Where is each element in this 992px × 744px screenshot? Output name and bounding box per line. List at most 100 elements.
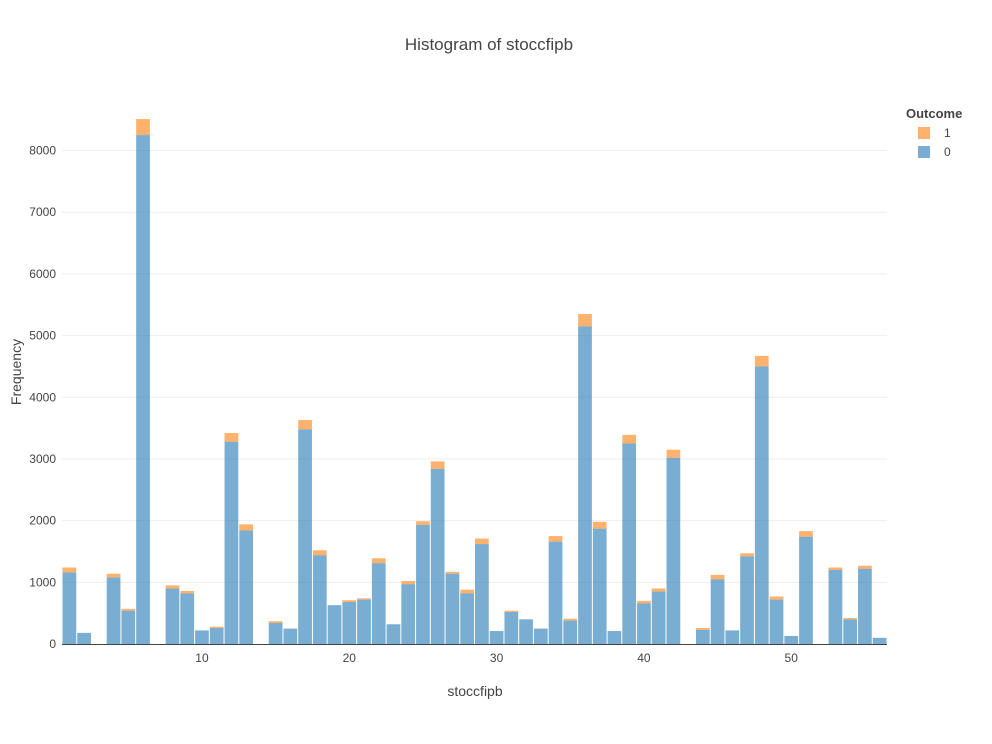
bar-outcome-0[interactable] bbox=[327, 605, 342, 644]
bar-outcome-0[interactable] bbox=[62, 572, 77, 644]
bar-outcome-1[interactable] bbox=[342, 600, 357, 603]
bar-outcome-0[interactable] bbox=[622, 443, 637, 644]
bar-outcome-1[interactable] bbox=[209, 626, 224, 628]
bar-outcome-0[interactable] bbox=[607, 631, 622, 644]
bar-outcome-0[interactable] bbox=[475, 544, 489, 644]
bar-outcome-1[interactable] bbox=[592, 521, 607, 529]
bar-outcome-0[interactable] bbox=[106, 577, 121, 644]
y-tick-label: 0 bbox=[49, 637, 56, 651]
bar-outcome-1[interactable] bbox=[460, 589, 474, 594]
bar-outcome-1[interactable] bbox=[475, 538, 489, 545]
bar-outcome-0[interactable] bbox=[563, 620, 578, 644]
bar-outcome-1[interactable] bbox=[106, 573, 121, 578]
bar-outcome-1[interactable] bbox=[430, 461, 445, 469]
legend-item-0[interactable]: 0 bbox=[918, 145, 951, 159]
bar-outcome-0[interactable] bbox=[121, 610, 136, 644]
bar-outcome-1[interactable] bbox=[740, 553, 754, 557]
bar-outcome-0[interactable] bbox=[872, 637, 887, 644]
bar-outcome-1[interactable] bbox=[298, 420, 312, 430]
bar-outcome-1[interactable] bbox=[828, 567, 843, 570]
bar-outcome-1[interactable] bbox=[121, 608, 136, 611]
bar-outcome-1[interactable] bbox=[268, 621, 283, 624]
bar-outcome-0[interactable] bbox=[460, 593, 474, 644]
bar-outcome-1[interactable] bbox=[578, 313, 592, 327]
bar-outcome-0[interactable] bbox=[548, 541, 563, 644]
bar-outcome-0[interactable] bbox=[283, 628, 298, 644]
bar-outcome-0[interactable] bbox=[298, 429, 312, 644]
bar-outcome-0[interactable] bbox=[710, 579, 725, 644]
bar-outcome-0[interactable] bbox=[371, 563, 386, 644]
bar-outcome-1[interactable] bbox=[651, 588, 666, 592]
bar-outcome-0[interactable] bbox=[268, 623, 283, 644]
bar-outcome-1[interactable] bbox=[769, 596, 784, 600]
bar-outcome-1[interactable] bbox=[637, 600, 651, 604]
bar-outcome-0[interactable] bbox=[195, 630, 209, 644]
bar-outcome-0[interactable] bbox=[504, 611, 519, 644]
bar-outcome-1[interactable] bbox=[504, 610, 519, 612]
legend-label-0: 0 bbox=[944, 145, 951, 159]
legend-swatch-0 bbox=[918, 146, 930, 158]
bar-outcome-0[interactable] bbox=[637, 603, 651, 644]
bar-outcome-1[interactable] bbox=[180, 590, 195, 594]
bar-outcome-1[interactable] bbox=[239, 524, 254, 531]
bar-outcome-1[interactable] bbox=[165, 585, 180, 589]
bar-outcome-0[interactable] bbox=[239, 530, 254, 645]
bar-outcome-0[interactable] bbox=[209, 627, 224, 644]
bar-outcome-1[interactable] bbox=[62, 567, 77, 573]
bar-outcome-0[interactable] bbox=[386, 624, 401, 644]
bar-outcome-0[interactable] bbox=[430, 468, 445, 644]
bar-outcome-1[interactable] bbox=[843, 618, 858, 620]
bar-outcome-1[interactable] bbox=[695, 627, 710, 630]
bar-outcome-1[interactable] bbox=[622, 434, 637, 444]
bar-outcome-0[interactable] bbox=[416, 524, 430, 644]
bar-outcome-0[interactable] bbox=[489, 631, 504, 644]
bar-outcome-0[interactable] bbox=[180, 593, 195, 644]
bar-outcome-1[interactable] bbox=[666, 449, 681, 458]
bar-outcome-0[interactable] bbox=[533, 628, 548, 644]
bar-outcome-0[interactable] bbox=[725, 630, 740, 644]
bar-outcome-1[interactable] bbox=[224, 433, 239, 442]
bar-outcome-0[interactable] bbox=[754, 366, 769, 644]
bar-outcome-1[interactable] bbox=[371, 558, 386, 564]
bar-outcome-0[interactable] bbox=[342, 602, 357, 644]
bars bbox=[62, 119, 887, 645]
legend-item-1[interactable]: 1 bbox=[918, 126, 951, 140]
bar-outcome-0[interactable] bbox=[77, 632, 91, 644]
bar-outcome-1[interactable] bbox=[312, 550, 327, 556]
bar-outcome-0[interactable] bbox=[578, 326, 592, 644]
bar-outcome-1[interactable] bbox=[416, 521, 430, 525]
bar-outcome-0[interactable] bbox=[784, 635, 799, 644]
legend-label-1: 1 bbox=[944, 126, 951, 140]
bar-outcome-0[interactable] bbox=[312, 555, 327, 644]
bar-outcome-0[interactable] bbox=[519, 619, 533, 644]
bar-outcome-0[interactable] bbox=[165, 588, 180, 644]
bar-outcome-1[interactable] bbox=[357, 598, 371, 600]
bar-outcome-1[interactable] bbox=[858, 565, 872, 569]
bar-outcome-0[interactable] bbox=[740, 556, 754, 644]
bar-outcome-1[interactable] bbox=[136, 119, 150, 136]
bar-outcome-1[interactable] bbox=[799, 531, 813, 537]
y-tick-label: 7000 bbox=[29, 205, 56, 219]
bar-outcome-0[interactable] bbox=[695, 629, 710, 644]
bar-outcome-0[interactable] bbox=[651, 591, 666, 644]
bar-outcome-0[interactable] bbox=[843, 619, 858, 644]
bar-outcome-1[interactable] bbox=[401, 581, 416, 585]
bar-outcome-0[interactable] bbox=[357, 599, 371, 644]
bar-outcome-0[interactable] bbox=[799, 536, 813, 644]
bar-outcome-1[interactable] bbox=[563, 618, 578, 621]
bar-outcome-1[interactable] bbox=[445, 571, 460, 574]
bar-outcome-0[interactable] bbox=[828, 569, 843, 644]
bar-outcome-0[interactable] bbox=[445, 573, 460, 644]
bar-outcome-1[interactable] bbox=[754, 355, 769, 367]
bar-outcome-0[interactable] bbox=[136, 135, 150, 644]
bar-outcome-0[interactable] bbox=[769, 599, 784, 644]
bar-outcome-0[interactable] bbox=[592, 528, 607, 644]
bar-outcome-0[interactable] bbox=[401, 584, 416, 644]
bar-outcome-0[interactable] bbox=[224, 441, 239, 644]
bar-outcome-1[interactable] bbox=[710, 574, 725, 580]
bar-outcome-1[interactable] bbox=[548, 536, 563, 542]
chart-title: Histogram of stoccfipb bbox=[405, 35, 573, 54]
bar-outcome-0[interactable] bbox=[666, 457, 681, 644]
bar-outcome-0[interactable] bbox=[858, 568, 872, 644]
